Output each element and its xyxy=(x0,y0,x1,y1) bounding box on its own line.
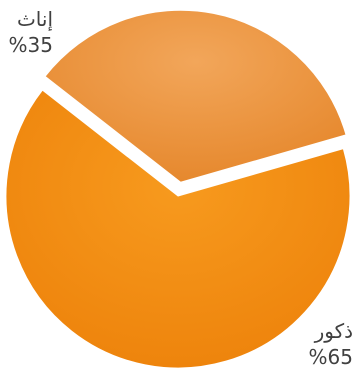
slice-category-male: ذكور xyxy=(314,319,353,343)
pie-slice-female xyxy=(44,9,347,183)
slice-category-female: إناث xyxy=(16,7,53,31)
pie-slice-male xyxy=(5,89,351,369)
slice-value-male: %65 xyxy=(308,345,353,369)
slice-label-female: إناث %35 xyxy=(9,6,53,58)
slice-label-male: ذكور %65 xyxy=(309,318,353,370)
slice-value-female: %35 xyxy=(8,33,53,57)
